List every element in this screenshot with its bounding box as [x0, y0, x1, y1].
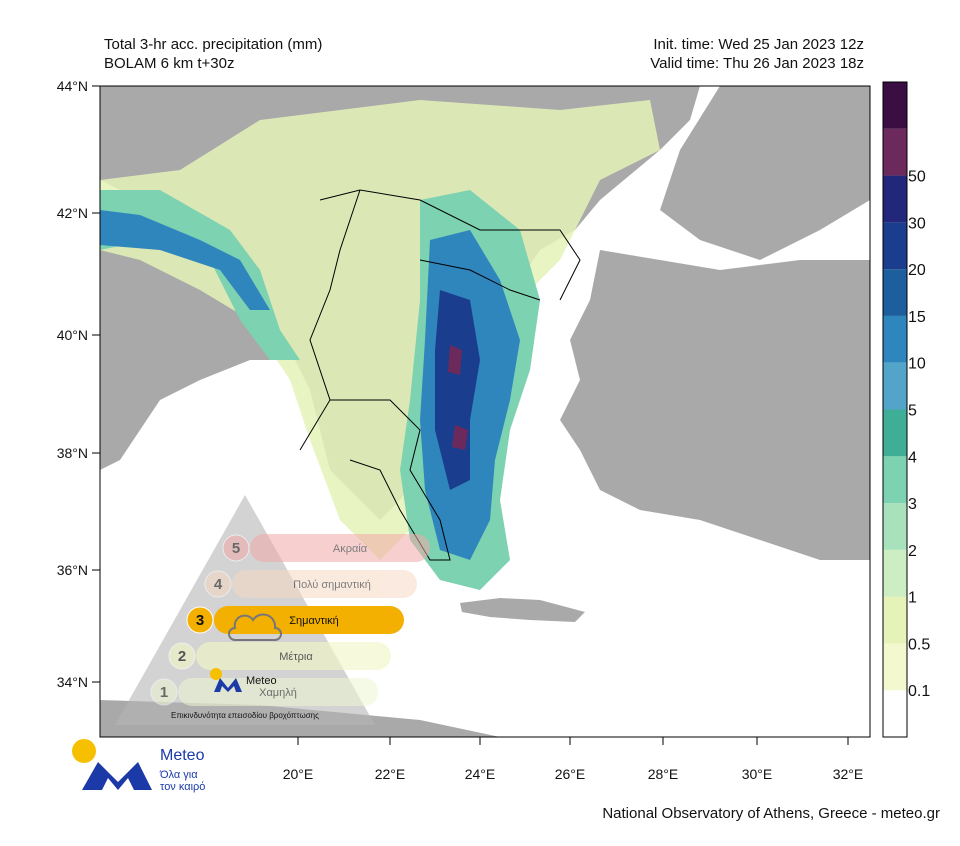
- colorbar-label: 2: [908, 543, 917, 560]
- level-pill: [178, 678, 378, 706]
- lat-label: 34°N: [57, 674, 88, 690]
- level-label: Πολύ σημαντική: [293, 579, 371, 591]
- lon-label: 32°E: [833, 766, 864, 782]
- colorbar-label: 1: [908, 590, 917, 607]
- warning-level: 4 Πολύ σημαντική: [204, 570, 417, 598]
- init-time: Init. time: Wed 25 Jan 2023 12z: [653, 36, 864, 53]
- warning-levels: 5 Ακραία 4 Πολύ σημαντική 3 Σημαντική 2 Μέτρια 1…: [150, 534, 430, 706]
- level-number: 1: [160, 684, 168, 701]
- colorbar-frame: [882, 81, 908, 738]
- colorbar-swatch: [883, 456, 907, 504]
- lat-label: 40°N: [57, 327, 88, 343]
- colorbar-label: 0.5: [908, 636, 930, 653]
- map: 44°N 42°N 40°N 38°N 36°N 34°N 20°E 22°E 24°E 26°…: [57, 78, 871, 782]
- colorbar-swatch: [883, 222, 907, 270]
- lat-label: 38°N: [57, 445, 88, 461]
- warning-pyramid: 5 Ακραία 4 Πολύ σημαντική 3 Σημαντική 2 Μέτρια 1…: [115, 495, 430, 725]
- level-label: Ακραία: [333, 543, 368, 555]
- colorbar-swatch: [883, 128, 907, 176]
- warning-level: 2 Μέτρια: [168, 642, 391, 670]
- pyramid-brand: Meteo: [246, 675, 277, 687]
- colorbar-swatch: [883, 269, 907, 316]
- lat-axis: 44°N 42°N 40°N 38°N 36°N 34°N: [57, 78, 100, 690]
- map-frame: [99, 85, 871, 738]
- warning-level: 1 Χαμηλή: [150, 678, 378, 706]
- colorbar-swatch: [883, 409, 907, 457]
- lon-label: 30°E: [742, 766, 773, 782]
- warning-level: 3 Σημαντική: [186, 606, 404, 634]
- colorbar-swatch: [883, 596, 907, 644]
- lon-label: 26°E: [555, 766, 586, 782]
- level-number: 4: [214, 576, 223, 593]
- level-number: 5: [232, 540, 240, 557]
- level-badge: [150, 678, 178, 706]
- colorbar-label: 3: [908, 496, 917, 513]
- logo: Meteo Όλα για τον καιρό: [72, 739, 205, 793]
- level-pill: [250, 534, 430, 562]
- precipitation: [100, 100, 660, 590]
- colorbar-label: 5: [908, 403, 917, 420]
- colorbar-label: 15: [908, 309, 926, 326]
- logo-tagline: τον καιρό: [160, 781, 205, 793]
- colorbar-label: 50: [908, 169, 926, 186]
- colorbar: 0.1 0.5 1 2 3 4 5 10 15 20 30 50: [882, 81, 930, 738]
- level-label: Σημαντική: [289, 615, 339, 627]
- pyramid-caption: Επικινδυνότητα επεισοδίου βροχόπτωσης: [171, 711, 319, 720]
- warning-level: 5 Ακραία: [222, 534, 430, 562]
- lon-label: 22°E: [375, 766, 406, 782]
- level-pill: [214, 606, 404, 634]
- logo-tagline: Όλα για: [159, 769, 198, 781]
- footer: National Observatory of Athens, Greece -…: [602, 805, 940, 822]
- colorbar-swatch: [883, 643, 907, 691]
- colorbar-label: 0.1: [908, 683, 930, 700]
- colorbar-swatch: [883, 175, 907, 223]
- colorbar-swatch: [883, 362, 907, 410]
- level-number: 3: [196, 612, 204, 629]
- level-label: Μέτρια: [279, 651, 313, 663]
- lat-label: 42°N: [57, 205, 88, 221]
- colorbar-swatch: [883, 315, 907, 363]
- level-badge: [222, 534, 250, 562]
- level-badge: [168, 642, 196, 670]
- level-badge: [204, 570, 232, 598]
- colorbar-label: 30: [908, 215, 926, 232]
- colorbar-swatch: [883, 503, 907, 550]
- level-pill: [196, 642, 391, 670]
- title: Total 3-hr acc. precipitation (mm): [104, 36, 322, 53]
- colorbar-label: 20: [908, 262, 926, 279]
- lat-label: 44°N: [57, 78, 88, 94]
- lon-label: 28°E: [648, 766, 679, 782]
- logo-name: Meteo: [160, 747, 205, 764]
- level-badge: [186, 606, 214, 634]
- lon-label: 20°E: [283, 766, 314, 782]
- borders: [299, 189, 581, 561]
- valid-time: Valid time: Thu 26 Jan 2023 18z: [650, 55, 864, 72]
- colorbar-swatch: [883, 82, 907, 129]
- colorbar-swatch: [883, 549, 907, 597]
- lon-label: 24°E: [465, 766, 496, 782]
- colorbar-label: 10: [908, 356, 926, 373]
- subtitle: BOLAM 6 km t+30z: [104, 55, 234, 72]
- lat-label: 36°N: [57, 562, 88, 578]
- level-pill: [232, 570, 417, 598]
- colorbar-label: 4: [908, 449, 917, 466]
- level-label: Χαμηλή: [259, 687, 297, 699]
- level-number: 2: [178, 648, 186, 665]
- lon-axis: 20°E 22°E 24°E 26°E 28°E 30°E 32°E: [283, 737, 864, 782]
- colorbar-swatch: [883, 690, 907, 737]
